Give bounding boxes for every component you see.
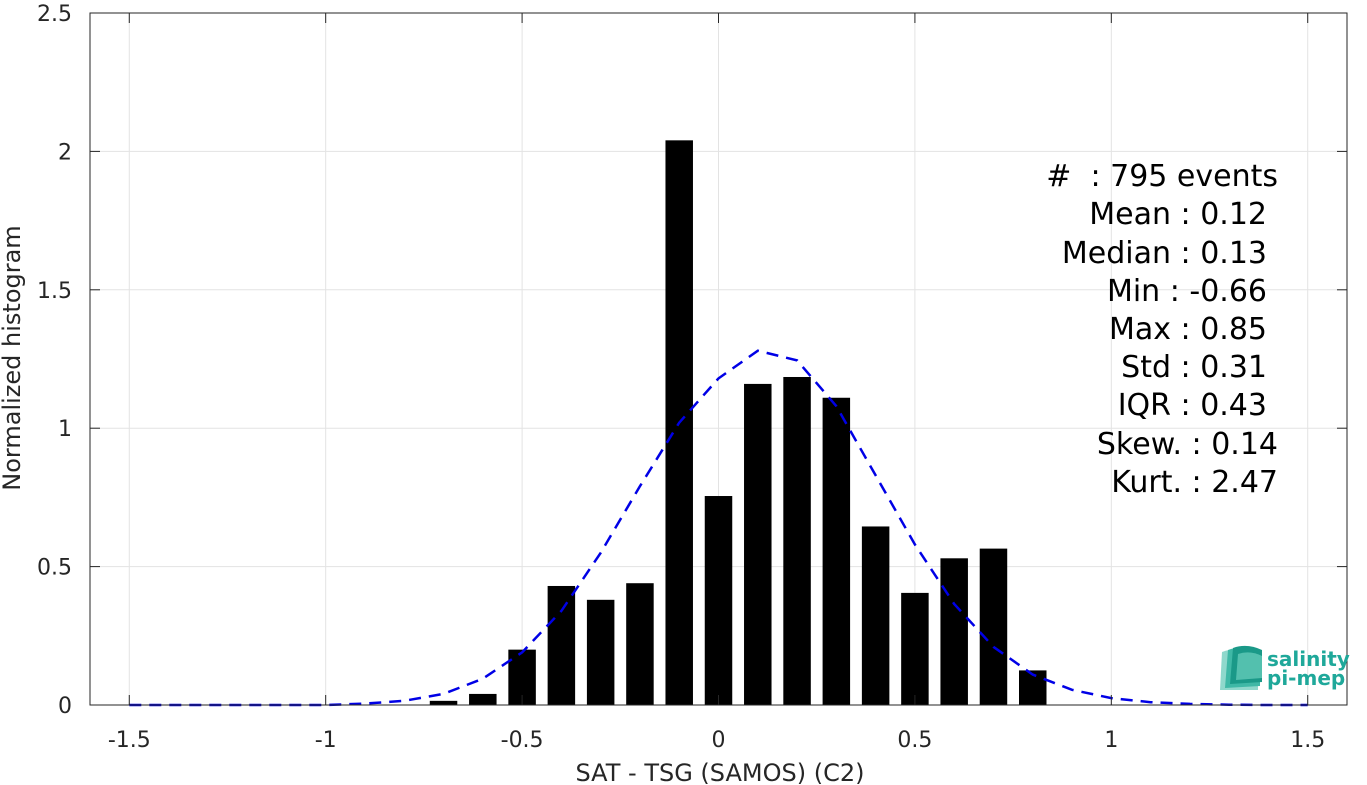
x-axis-label: SAT - TSG (SAMOS) (C2) <box>576 759 865 785</box>
histogram-bar-0 <box>429 700 458 705</box>
histogram-bar-11 <box>861 526 890 705</box>
stat-median: Median : 0.13 <box>1062 236 1267 271</box>
histogram-bar-1 <box>469 693 497 705</box>
histogram-bar-12 <box>901 592 929 705</box>
histogram-bar-7 <box>704 496 733 705</box>
histogram-bars <box>429 140 1047 705</box>
statistics-box: # : 795 events Mean : 0.12 Median : 0.13… <box>1046 159 1278 500</box>
y-tick-label-5: 2.5 <box>37 2 72 27</box>
y-tick-label-3: 1.5 <box>37 279 72 304</box>
histogram-bar-14 <box>979 548 1008 705</box>
x-tick-label-2: -0.5 <box>501 728 544 753</box>
x-tick-label-3: 0 <box>712 728 726 753</box>
histogram-bar-8 <box>744 383 772 705</box>
y-tick-label-4: 2 <box>58 140 72 165</box>
x-tick-label-4: 0.5 <box>897 728 932 753</box>
y-tick-label-1: 0.5 <box>37 556 72 581</box>
histogram-bar-13 <box>940 558 968 705</box>
logo-line2: pi-mep <box>1267 666 1345 690</box>
x-tick-label-0: -1.5 <box>108 728 151 753</box>
salinity-pimep-logo: salinity pi-mep <box>1220 645 1350 690</box>
y-axis-label: Normalized histogram <box>0 225 26 490</box>
stat-iqr: IQR : 0.43 <box>1118 388 1267 423</box>
x-tick-label-6: 1.5 <box>1290 728 1325 753</box>
y-tick-label-2: 1 <box>58 417 72 442</box>
axes-frame <box>89 12 1348 706</box>
histogram-bar-9 <box>783 376 811 705</box>
histogram-bar-15 <box>1019 670 1047 705</box>
x-tick-label-1: -1 <box>315 728 337 753</box>
logo-wave-icon <box>1220 645 1262 690</box>
x-tick-labels: -1.5 -1 -0.5 0 0.5 1 1.5 <box>108 728 1325 753</box>
x-tick-label-5: 1 <box>1104 728 1118 753</box>
histogram-bar-10 <box>822 397 851 705</box>
y-tick-label-0: 0 <box>58 694 72 719</box>
stat-min: Min : -0.66 <box>1107 274 1267 309</box>
stat-mean: Mean : 0.12 <box>1089 197 1267 232</box>
stat-std: Std : 0.31 <box>1121 350 1267 385</box>
y-tick-labels: 0 0.5 1 1.5 2 2.5 <box>37 2 72 719</box>
logo-line1: salinity <box>1267 647 1350 671</box>
histogram-bar-4 <box>586 599 615 705</box>
stat-max: Max : 0.85 <box>1109 312 1267 347</box>
histogram-bar-5 <box>626 583 654 705</box>
stat-events: # : 795 events <box>1046 159 1278 194</box>
histogram-bar-3 <box>547 585 576 705</box>
stat-skew: Skew. : 0.14 <box>1097 427 1278 462</box>
stat-kurt: Kurt. : 2.47 <box>1111 465 1278 500</box>
